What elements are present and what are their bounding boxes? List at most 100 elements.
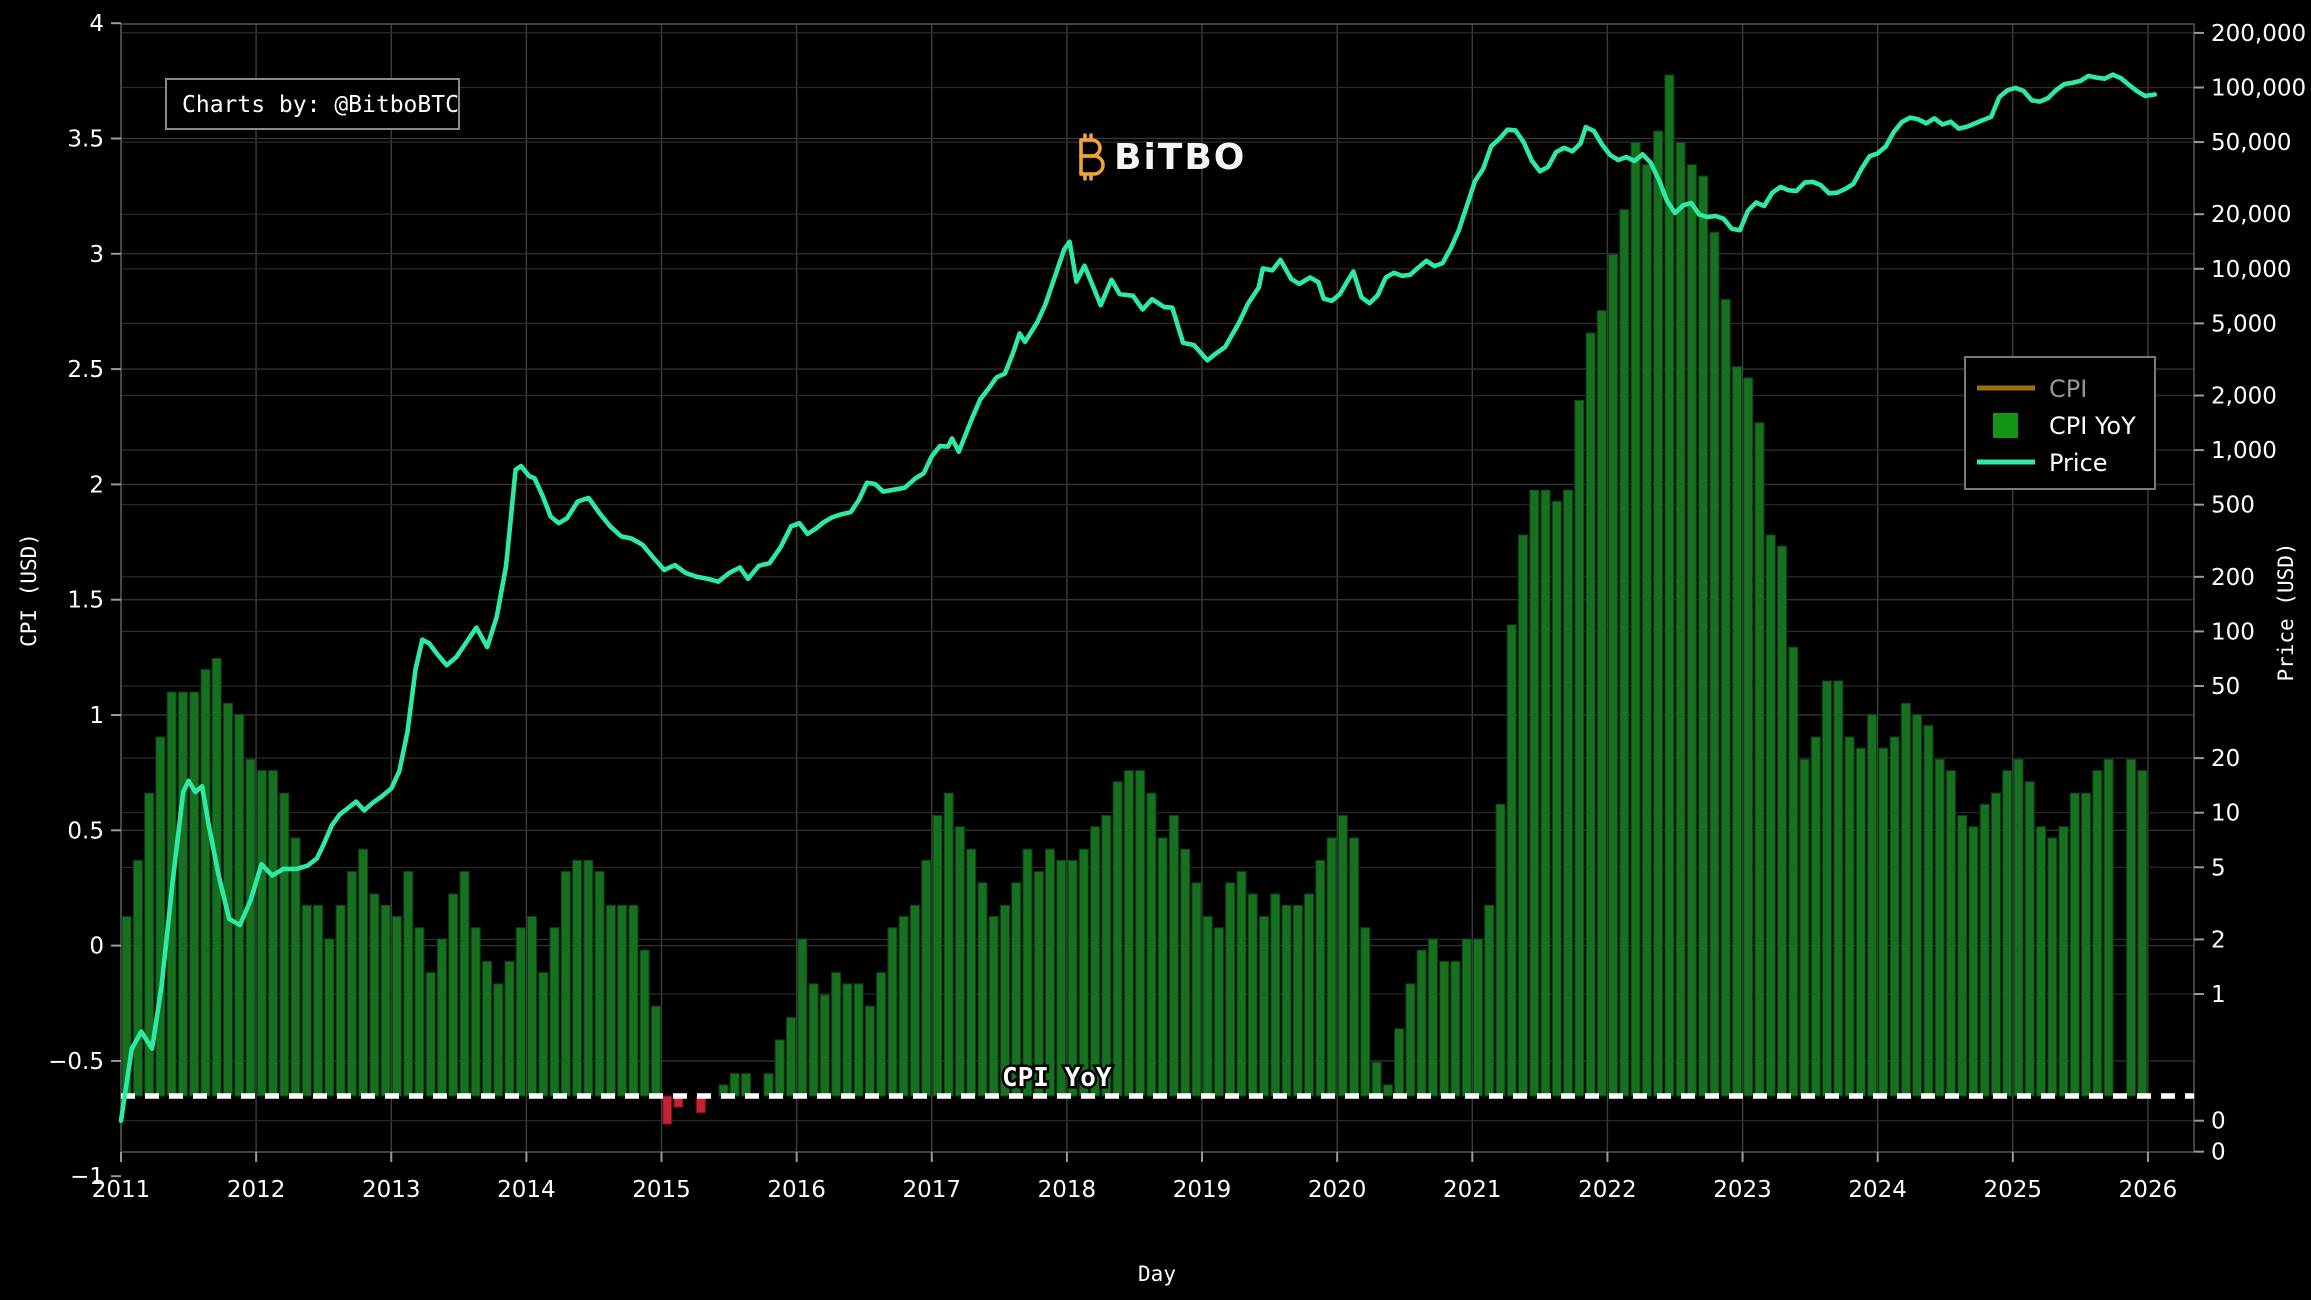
cpi-yoy-bar: [1450, 960, 1461, 1097]
cpi-yoy-bar: [774, 1039, 785, 1097]
cpi-yoy-bar: [1529, 489, 1540, 1097]
plot-layers: 4 3.5 3 2.5 2 1.5 1 0.5 0 −0.5 −1 200,000 100,000 50,…: [48, 11, 2306, 1203]
cpi-yoy-bar: [1292, 904, 1303, 1097]
legend-label-price: Price: [2049, 449, 2108, 477]
right-tick-label: 1: [2211, 982, 2226, 1008]
cpi-yoy-bar: [1439, 960, 1450, 1097]
cpi-yoy-bar: [1405, 983, 1416, 1097]
cpi-yoy-bar: [932, 815, 943, 1097]
right-tick-label: 200,000: [2211, 21, 2306, 47]
cpi-yoy-bar: [1259, 916, 1269, 1097]
cpi-yoy-bar: [966, 848, 977, 1097]
cpi-yoy-bar: [414, 927, 425, 1097]
cpi-yoy-bar: [1360, 927, 1371, 1097]
cpi-yoy-bar: [1833, 680, 1844, 1097]
cpi-yoy-bar: [1056, 859, 1067, 1097]
cpi-yoy-bar: [741, 1073, 751, 1097]
cpi-yoy-bar: [954, 826, 965, 1097]
left-tick-label: 1.5: [67, 588, 104, 614]
right-tick-label: 50,000: [2211, 130, 2291, 156]
right-tick-label: 5,000: [2211, 311, 2277, 337]
cpi-yoy-bar: [1349, 837, 1360, 1097]
cpi-yoy-bar: [177, 691, 188, 1097]
charts-by-text: Charts by: @BitboBTC: [182, 92, 459, 118]
cpi-yoy-bar: [2024, 781, 2035, 1097]
x-tick-label: 2018: [1038, 1177, 1097, 1203]
cpi-yoy-bar: [921, 859, 932, 1097]
cpi-yoy-bar: [301, 904, 312, 1097]
cpi-yoy-bar: [1855, 747, 1866, 1097]
cpi-yoy-bar: [482, 960, 492, 1097]
cpi-yoy-bar: [1957, 815, 1968, 1097]
cpi-yoy-bar: [2013, 758, 2024, 1097]
cpi-yoy-bar: [2137, 770, 2148, 1097]
cpi-yoy-bar: [887, 927, 898, 1097]
cpi-yoy-bar: [797, 938, 808, 1097]
cpi-yoy-bar: [1563, 489, 1573, 1097]
right-tick-label: 100,000: [2211, 76, 2306, 102]
cpi-yoy-bar: [1078, 848, 1089, 1097]
cpi-yoy-bar: [380, 904, 391, 1097]
legend-item-cpi-yoy[interactable]: CPI YoY: [1993, 412, 2136, 440]
cpi-yoy-bar: [1968, 826, 1979, 1097]
cpi-yoy-bar: [1067, 859, 1078, 1097]
cpi-yoy-bar: [2092, 770, 2103, 1097]
cpi-yoy-bar: [1518, 534, 1528, 1097]
cpi-yoy-bar: [369, 893, 380, 1097]
cpi-yoy-bar: [504, 960, 515, 1097]
legend: CPI CPI YoY Price: [1964, 356, 2156, 490]
cpi-yoy-bar: [977, 882, 988, 1097]
year-gridlines: [120, 24, 2149, 1152]
cpi-yoy-bar: [1945, 770, 1956, 1097]
cpi-yoy-bar: [313, 904, 324, 1097]
cpi-yoy-bar: [155, 736, 166, 1097]
cpi-yoy-bar: [403, 871, 414, 1097]
x-tick-label: 2024: [1848, 1177, 1907, 1203]
cpi-yoy-bar: [572, 859, 583, 1097]
x-tick-label: 2026: [2119, 1177, 2178, 1203]
bitbo-logo: BiTBO: [1079, 133, 1246, 181]
left-tick-label: 3: [89, 242, 104, 268]
cpi-yoy-bar: [1090, 826, 1101, 1097]
cpi-yoy-bar: [1371, 1061, 1382, 1097]
right-tick-label: 200: [2211, 565, 2255, 591]
right-tick-label: 20,000: [2211, 202, 2291, 228]
cpi-yoy-bar: [864, 1005, 875, 1097]
right-tick-label: 20: [2211, 746, 2240, 772]
left-tick-label: −0.5: [48, 1049, 104, 1075]
cpi-yoy-bar: [2058, 826, 2069, 1097]
left-tick-label: 3.5: [67, 127, 104, 153]
cpi-yoy-bar: [1270, 893, 1281, 1097]
cpi-yoy-bar: [1698, 175, 1709, 1097]
logo-text: BiTBO: [1114, 137, 1246, 178]
cpi-yoy-bar: [1168, 815, 1179, 1097]
legend-item-price[interactable]: Price: [1977, 449, 2108, 477]
cpi-yoy-bar: [268, 770, 278, 1097]
baseline-annotation: CPI YoY: [1002, 1063, 1112, 1093]
left-tick-label: −1: [70, 1164, 104, 1190]
x-tick-label: 2020: [1308, 1177, 1367, 1203]
right-tick-label: 10,000: [2211, 257, 2291, 283]
cpi-yoy-bar: [2081, 792, 2091, 1097]
cpi-yoy-bar: [583, 859, 594, 1097]
x-tick-label: 2023: [1713, 1177, 1772, 1203]
cpi-yoy-bar: [594, 871, 605, 1097]
cpi-yoy-bar: [1709, 231, 1720, 1097]
cpi-yoy-bar: [617, 904, 628, 1097]
cpi-yoy-bar: [650, 1005, 661, 1097]
right-tick-label: 50: [2211, 674, 2240, 700]
cpi-yoy-bar: [549, 927, 560, 1097]
legend-item-cpi[interactable]: CPI: [1977, 375, 2087, 403]
plot-border: [120, 23, 2195, 1153]
cpi-yoy-bar: [1000, 904, 1010, 1097]
left-tick-label: 4: [89, 11, 104, 37]
cpi-yoy-bar: [425, 972, 436, 1097]
cpi-yoy-bar: [1022, 848, 1033, 1097]
cpi-yoy-bar: [1416, 949, 1427, 1097]
cpi-yoy-bar: [763, 1073, 774, 1097]
cpi-yoy-bar: [2002, 770, 2013, 1097]
cpi-yoy-bar: [1912, 714, 1923, 1097]
cpi-yoy-bar: [876, 972, 887, 1097]
cpi-yoy-bar: [324, 938, 335, 1097]
